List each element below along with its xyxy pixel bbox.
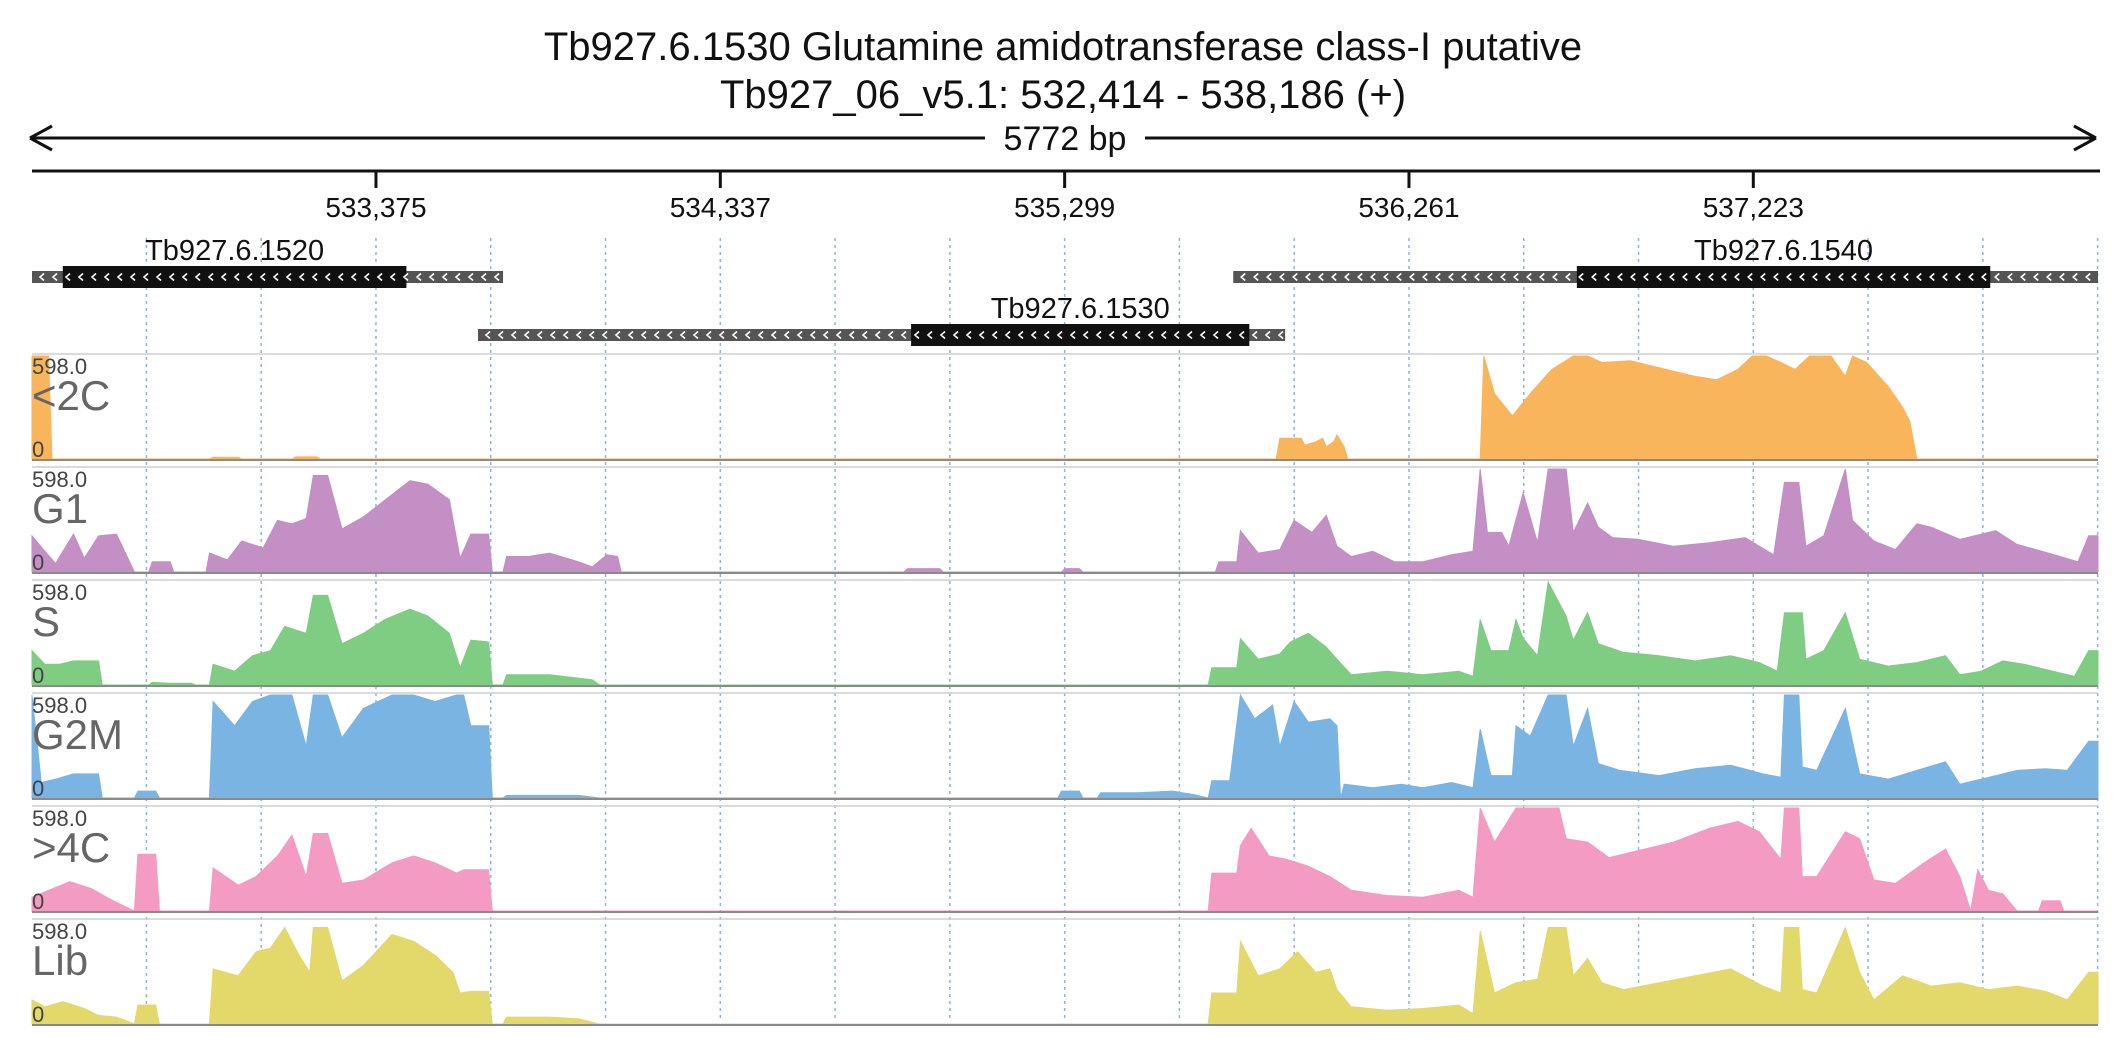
gene-1: Tb927.6.1530 xyxy=(477,293,1286,346)
gene-strand-arrows-2 xyxy=(1240,272,2091,282)
gene-label-2: Tb927.6.1540 xyxy=(1694,235,1873,267)
track-max-label-0: 598.0 xyxy=(32,354,87,379)
x-tick-label-3: 536,261 xyxy=(1358,192,1459,223)
track-4: 598.0>4C 0 xyxy=(31,805,2098,914)
gene-label-1: Tb927.6.1530 xyxy=(991,293,1170,325)
gene-cds-2 xyxy=(1576,266,1991,288)
gene-strand-arrows-0 xyxy=(38,272,500,282)
track-max-label-1: 598.0 xyxy=(32,467,87,492)
coverage-tracks: 598.0<2C0598.0G10598.0S0598.0G2M0598.0>4… xyxy=(31,353,2099,1027)
gene-2: Tb927.6.1540 xyxy=(1233,235,2098,288)
track-area-1 xyxy=(31,468,2099,573)
gene-track: Tb927.6.1520 Tb927.6.1530 Tb927.6.1540 xyxy=(32,235,2098,346)
span-arrow-left xyxy=(29,124,53,152)
track-min-label-3: 0 xyxy=(32,776,44,801)
x-tick-label-2: 535,299 xyxy=(1014,192,1115,223)
track-2: 598.0S 0 xyxy=(31,579,2099,688)
track-1: 598.0G1 0 xyxy=(31,466,2099,575)
gene-0: Tb927.6.1520 xyxy=(32,235,504,288)
track-max-label-5: 598.0 xyxy=(32,919,87,944)
track-min-label-4: 0 xyxy=(32,889,44,914)
track-min-label-1: 0 xyxy=(32,550,44,575)
track-min-label-0: 0 xyxy=(32,437,44,462)
gene-strand-arrows-1 xyxy=(484,330,1284,340)
track-name-3: G2M xyxy=(32,711,123,758)
track-area-4 xyxy=(31,807,2098,912)
gene-cds-1 xyxy=(911,324,1250,346)
track-max-label-4: 598.0 xyxy=(32,806,87,831)
track-area-5 xyxy=(31,926,2099,1025)
x-tick-label-4: 537,223 xyxy=(1703,192,1804,223)
track-area-2 xyxy=(31,580,2099,686)
track-name-4: >4C xyxy=(32,824,110,871)
span-label: 5772 bp xyxy=(1004,120,1127,158)
span-indicator: 5772 bp xyxy=(29,120,2097,158)
track-name-5: Lib xyxy=(32,937,88,984)
axis-ticks: 533,375 534,337 535,299 536,261 537,223 xyxy=(325,171,1804,223)
track-min-label-5: 0 xyxy=(32,1002,44,1027)
track-name-2: S xyxy=(32,598,60,645)
track-max-label-2: 598.0 xyxy=(32,580,87,605)
locus-label: Tb927_06_v5.1: 532,414 - 538,186 (+) xyxy=(720,73,1406,117)
track-min-label-2: 0 xyxy=(32,663,44,688)
track-0: 598.0<2C 0 xyxy=(31,353,2098,462)
track-name-1: G1 xyxy=(32,485,88,532)
x-tick-label-1: 534,337 xyxy=(670,192,771,223)
track-area-3 xyxy=(31,693,2099,799)
gene-label-0: Tb927.6.1520 xyxy=(145,235,324,267)
track-area-0 xyxy=(31,355,2098,460)
span-arrow-right xyxy=(2073,124,2097,152)
track-max-label-3: 598.0 xyxy=(32,693,87,718)
chart-title: Tb927.6.1530 Glutamine amidotransferase … xyxy=(544,25,1582,69)
track-name-0: <2C xyxy=(32,372,110,419)
x-tick-label-0: 533,375 xyxy=(325,192,426,223)
